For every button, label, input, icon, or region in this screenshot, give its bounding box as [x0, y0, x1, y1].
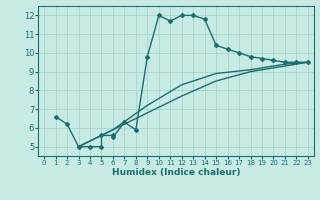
- X-axis label: Humidex (Indice chaleur): Humidex (Indice chaleur): [112, 168, 240, 177]
